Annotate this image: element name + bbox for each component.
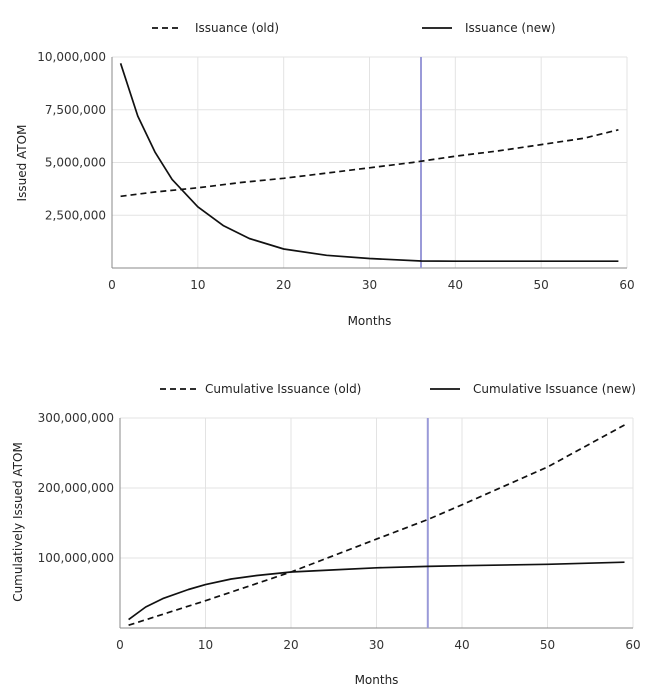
x-tick-label: 60 bbox=[625, 638, 640, 652]
legend-label: Cumulative Issuance (new) bbox=[473, 382, 636, 396]
series-line-old bbox=[120, 128, 619, 198]
x-tick-label: 20 bbox=[276, 278, 291, 292]
x-tick-label: 50 bbox=[540, 638, 555, 652]
x-axis-title: Months bbox=[348, 314, 392, 328]
x-tick-label: 50 bbox=[534, 278, 549, 292]
x-tick-label: 30 bbox=[369, 638, 384, 652]
legend-label: Issuance (new) bbox=[465, 21, 556, 35]
series-line-old bbox=[128, 424, 625, 627]
x-tick-label: 10 bbox=[198, 638, 213, 652]
y-tick-label: 100,000,000 bbox=[38, 551, 114, 565]
y-tick-label: 10,000,000 bbox=[37, 50, 106, 64]
y-tick-label: 2,500,000 bbox=[45, 208, 106, 222]
x-tick-label: 60 bbox=[619, 278, 634, 292]
y-axis-title: Cumulatively Issued ATOM bbox=[11, 442, 25, 602]
y-axis-title: Issued ATOM bbox=[15, 125, 29, 202]
chart-panel-1: 0 10 20 30 40 50 60 2,500,000 5,000,000 7,500,000… bbox=[15, 21, 635, 328]
x-tick-label: 40 bbox=[448, 278, 463, 292]
x-axis-title: Months bbox=[355, 673, 399, 687]
y-tick-label: 300,000,000 bbox=[38, 411, 114, 425]
chart-panel-2: 0 10 20 30 40 50 60 100,000,000 200,000,000 300,0… bbox=[11, 382, 641, 687]
y-tick-label: 200,000,000 bbox=[38, 481, 114, 495]
x-tick-label: 20 bbox=[283, 638, 298, 652]
series-line-new bbox=[119, 63, 619, 263]
x-tick-label: 30 bbox=[362, 278, 377, 292]
series-line-new bbox=[128, 561, 625, 621]
y-tick-label: 7,500,000 bbox=[45, 103, 106, 117]
y-tick-label: 5,000,000 bbox=[45, 156, 106, 170]
x-tick-label: 10 bbox=[190, 278, 205, 292]
x-tick-label: 0 bbox=[108, 278, 116, 292]
x-tick-label: 0 bbox=[116, 638, 124, 652]
legend-label: Issuance (old) bbox=[195, 21, 279, 35]
legend-label: Cumulative Issuance (old) bbox=[205, 382, 361, 396]
x-tick-label: 40 bbox=[454, 638, 469, 652]
